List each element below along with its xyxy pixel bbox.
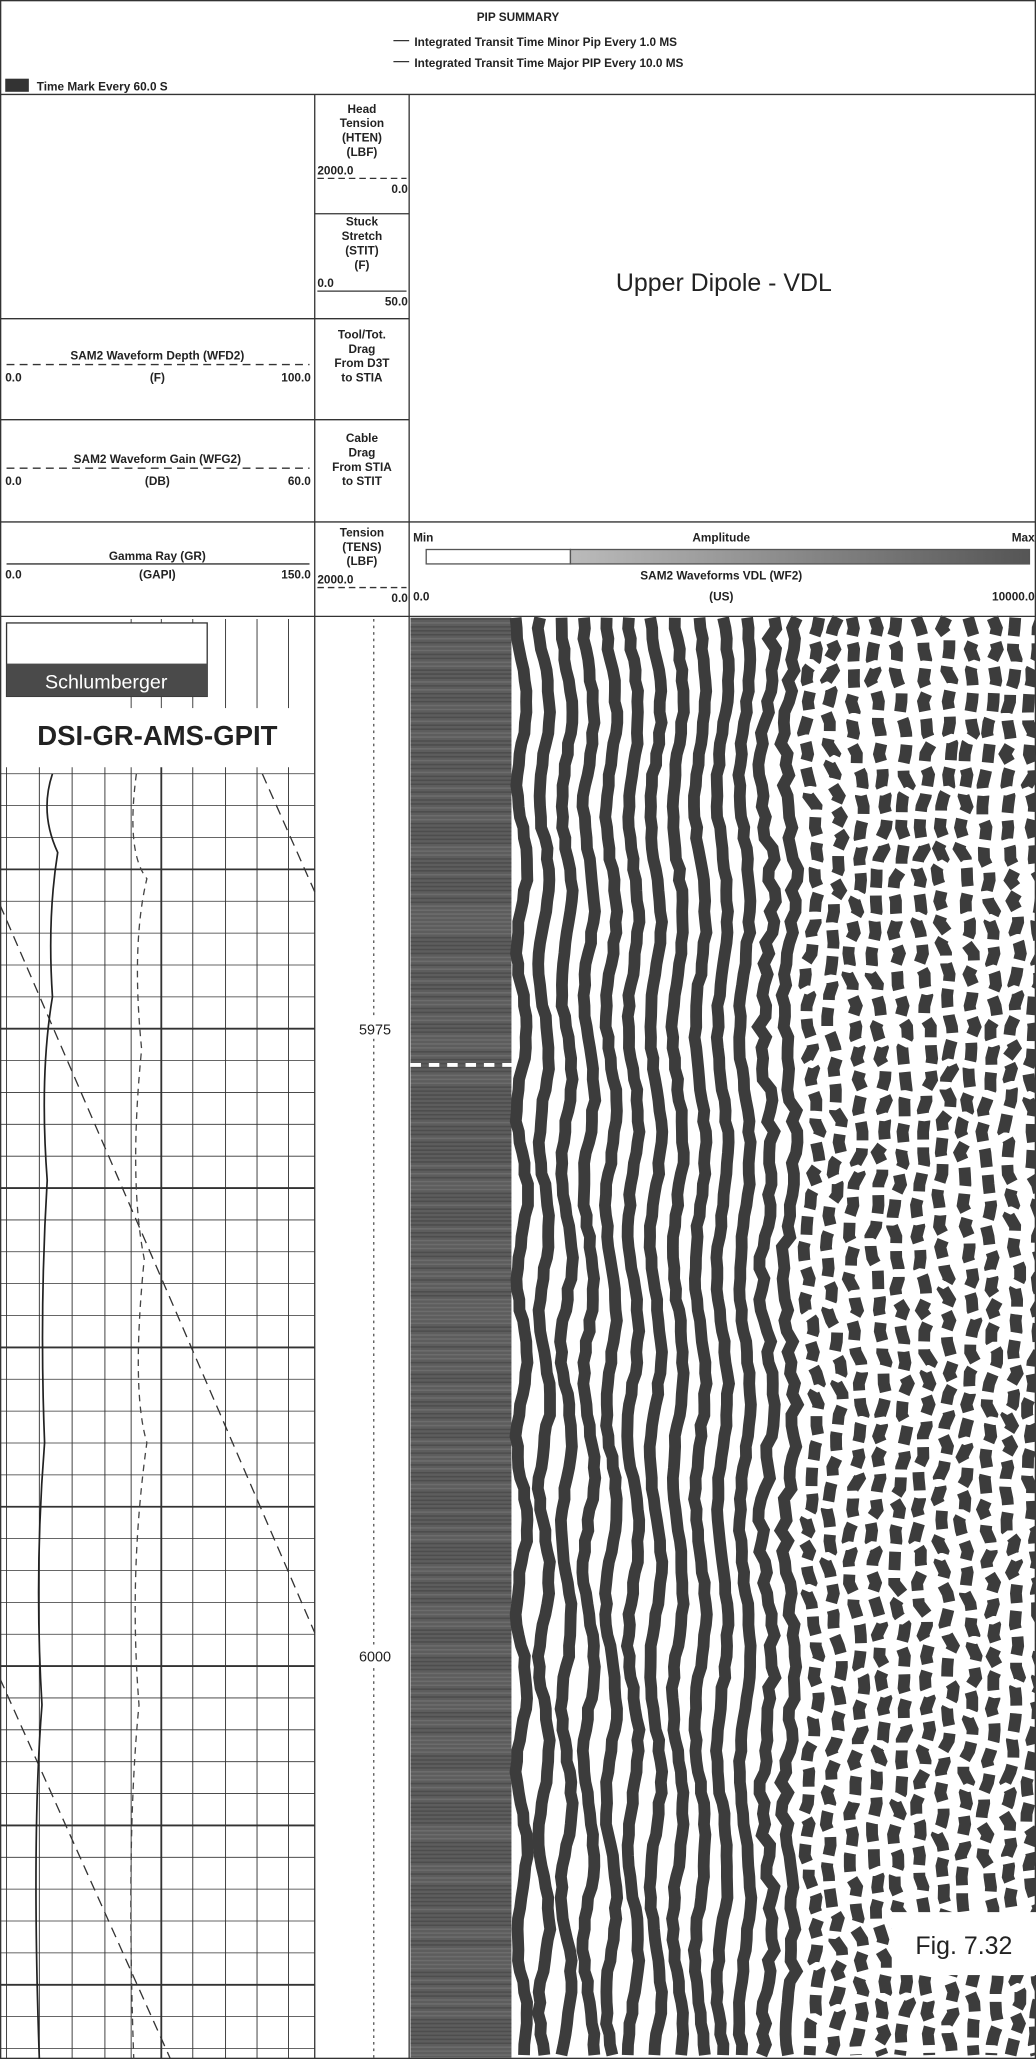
vdl-unit: (US) <box>709 590 733 604</box>
waveform-stripe <box>716 618 729 2055</box>
header-line: From D3T <box>334 356 390 370</box>
waveform-stripe <box>1026 618 1036 2055</box>
amp-bar <box>570 550 1029 564</box>
header-line: to STIT <box>342 474 383 488</box>
waveform-stripe <box>1003 618 1020 2055</box>
header-line: Stretch <box>342 229 383 243</box>
vdl-min: 0.0 <box>413 590 430 604</box>
vdl-title: Upper Dipole - VDL <box>616 269 832 297</box>
minor-pip: Integrated Transit Time Minor Pip Every … <box>414 35 677 49</box>
unit: (DB) <box>145 474 170 488</box>
dashed-curve <box>131 774 147 2059</box>
header-line: (STIT) <box>345 243 378 257</box>
time-mark: Time Mark Every 60.0 S <box>37 79 168 93</box>
waveform-stripe <box>605 618 617 2055</box>
track-name: Gamma Ray (GR) <box>109 549 206 563</box>
header-line: From STIA <box>332 460 392 474</box>
unit: (F) <box>150 371 165 385</box>
amp-bar <box>426 550 570 564</box>
dashed-curve <box>0 774 315 2059</box>
waveform-stripe <box>781 618 798 2055</box>
logo: Schlumberger <box>45 672 168 694</box>
vdl-name: SAM2 Waveforms VDL (WF2) <box>640 569 802 583</box>
scale-max: 150.0 <box>281 567 311 581</box>
header-line: Tension <box>340 116 384 130</box>
header-line: Cable <box>346 431 379 445</box>
header-line: Head <box>348 102 377 116</box>
waveform-stripe <box>650 618 663 2055</box>
scale-left: 2000.0 <box>317 163 354 177</box>
header-line: to STIA <box>341 371 383 385</box>
scale-right: 0.0 <box>391 182 408 196</box>
amp-max: Max <box>1012 531 1035 545</box>
pip-title: PIP SUMMARY <box>477 10 560 24</box>
waveform-stripe <box>582 618 595 2055</box>
waveform-stripe <box>671 618 683 2055</box>
waveform-stripe <box>914 618 932 2055</box>
waveform-stripe <box>803 618 820 2055</box>
scale-max: 100.0 <box>281 371 311 385</box>
curves <box>0 619 374 2059</box>
header-line: Drag <box>348 342 375 356</box>
tool-string: DSI-GR-AMS-GPIT <box>37 720 277 751</box>
waveform-stripe <box>848 618 865 2055</box>
waveform-stripe <box>758 618 776 2055</box>
waveform-stripe <box>516 618 528 2055</box>
scale-right: 0.0 <box>391 591 408 605</box>
waveform-stripe <box>694 618 707 2055</box>
middle-headers: HeadTension(HTEN)(LBF)2000.00.0StuckStre… <box>317 102 408 605</box>
header-line: (LBF) <box>347 145 378 159</box>
header-line: (F) <box>354 258 369 272</box>
waveform-stripe <box>870 618 887 2055</box>
header-line: Tension <box>340 525 384 539</box>
unit: (GAPI) <box>139 567 176 581</box>
waveform-stripe <box>959 618 976 2055</box>
vdl-image <box>410 618 1036 2058</box>
scale-max: 60.0 <box>288 474 311 488</box>
depth-label: 5975 <box>359 1023 391 1039</box>
major-pip: Integrated Transit Time Major PIP Every … <box>414 56 683 70</box>
header-line: Tool/Tot. <box>338 327 386 341</box>
header-line: (HTEN) <box>342 131 382 145</box>
scale-min: 0.0 <box>5 371 22 385</box>
amp-min: Min <box>413 531 433 545</box>
well-log: PIP SUMMARY Integrated Transit Time Mino… <box>0 0 1036 2059</box>
waveform-stripe <box>538 618 550 2055</box>
header-line: (LBF) <box>347 554 378 568</box>
waveform-stripe <box>981 618 998 2055</box>
vdl-band <box>410 618 511 2058</box>
track-name: SAM2 Waveform Gain (WFG2) <box>74 452 241 466</box>
waveform-stripe <box>560 618 573 2055</box>
scale-min: 0.0 <box>5 567 22 581</box>
waveform-stripe <box>627 618 639 2055</box>
scale-right: 50.0 <box>385 295 408 309</box>
amp-label: Amplitude <box>692 531 750 545</box>
grid <box>0 619 315 2059</box>
time-mark-icon <box>5 79 29 92</box>
page: PIP SUMMARY Integrated Transit Time Mino… <box>0 0 1036 2059</box>
vdl-max: 10000.0 <box>992 590 1035 604</box>
waveform-stripe <box>826 618 843 2055</box>
waveform-stripe <box>892 618 910 2055</box>
scale-min: 0.0 <box>5 474 22 488</box>
dashed-curve <box>0 905 315 1633</box>
waveform-stripe <box>937 618 954 2055</box>
track-name: SAM2 Waveform Depth (WFD2) <box>70 348 244 362</box>
header-line: Drag <box>348 445 375 459</box>
depth-label: 6000 <box>359 1650 391 1666</box>
scale-left: 2000.0 <box>317 573 354 587</box>
scale-left: 0.0 <box>317 276 334 290</box>
header-line: (TENS) <box>342 540 381 554</box>
figure-label: Fig. 7.32 <box>915 1932 1012 1960</box>
header-line: Stuck <box>346 215 379 229</box>
waveform-stripe <box>738 618 751 2055</box>
